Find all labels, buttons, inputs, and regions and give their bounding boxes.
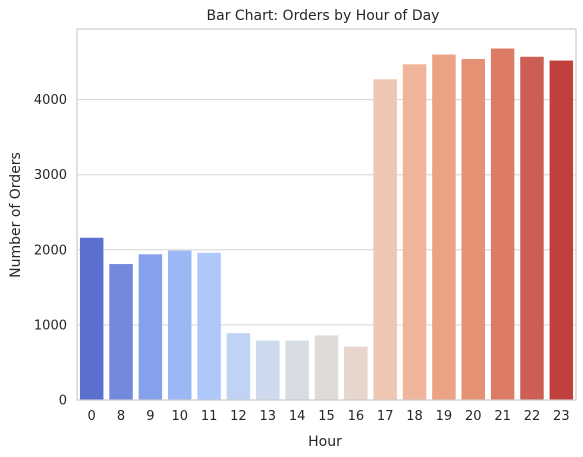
x-tick-label: 9 <box>146 409 154 424</box>
x-tick-label: 13 <box>260 409 277 424</box>
bar <box>344 346 368 400</box>
y-axis-label: Number of Orders <box>8 152 24 278</box>
x-tick-label: 21 <box>494 409 511 424</box>
x-tick-label: 18 <box>406 409 423 424</box>
y-tick-label: 3000 <box>34 168 67 183</box>
x-tick-label: 15 <box>318 409 335 424</box>
x-tick-label: 22 <box>524 409 541 424</box>
x-tick-label: 23 <box>553 409 570 424</box>
bar <box>432 54 456 400</box>
bar <box>138 254 163 400</box>
y-tick-label: 0 <box>59 394 67 409</box>
x-tick-label: 20 <box>465 409 482 424</box>
bar <box>285 340 309 400</box>
bar <box>402 64 427 400</box>
x-tick-labels: 0 8 9 10 11 12 13 14 15 16 17 18 19 20 21 22 23 <box>88 409 570 424</box>
bar <box>79 237 104 400</box>
bars <box>79 48 574 401</box>
bar <box>109 264 133 400</box>
y-tick-label: 4000 <box>34 93 67 108</box>
bar <box>520 56 544 401</box>
bar <box>549 60 574 400</box>
bar <box>461 59 486 400</box>
x-tick-label: 14 <box>289 409 306 424</box>
y-tick-labels: 0 1000 2000 3000 4000 <box>34 93 67 408</box>
bar <box>167 250 192 400</box>
x-tick-label: 8 <box>117 409 125 424</box>
x-tick-label: 16 <box>348 409 365 424</box>
x-tick-label: 19 <box>436 409 453 424</box>
bar <box>226 333 251 400</box>
x-tick-label: 11 <box>201 409 218 424</box>
axes-frame <box>76 28 577 401</box>
bar <box>373 79 397 400</box>
bar <box>197 252 221 400</box>
chart-title: Bar Chart: Orders by Hour of Day <box>207 8 440 24</box>
y-tick-label: 2000 <box>34 243 67 258</box>
bar <box>256 340 280 400</box>
axes-spines <box>76 28 577 401</box>
x-tick-label: 12 <box>230 409 247 424</box>
bar <box>314 335 339 400</box>
x-tick-label: 17 <box>377 409 394 424</box>
y-tick-label: 1000 <box>34 318 67 333</box>
bar <box>490 48 515 401</box>
x-tick-label: 0 <box>88 409 96 424</box>
x-axis-label: Hour <box>308 434 342 450</box>
x-tick-label: 10 <box>171 409 188 424</box>
